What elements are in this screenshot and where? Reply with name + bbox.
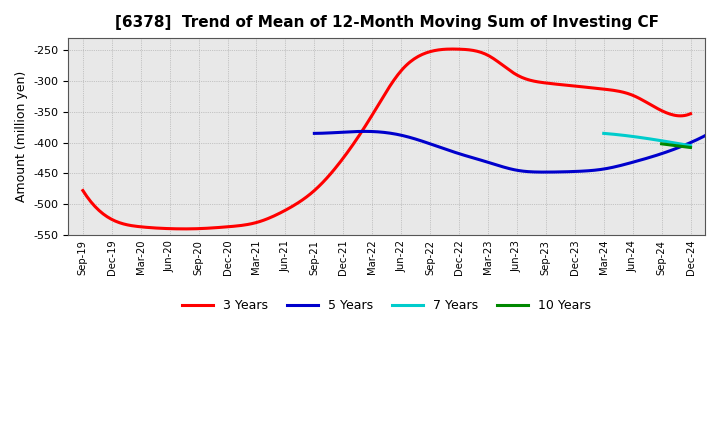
- Legend: 3 Years, 5 Years, 7 Years, 10 Years: 3 Years, 5 Years, 7 Years, 10 Years: [177, 294, 596, 317]
- Title: [6378]  Trend of Mean of 12-Month Moving Sum of Investing CF: [6378] Trend of Mean of 12-Month Moving …: [114, 15, 659, 30]
- Y-axis label: Amount (million yen): Amount (million yen): [15, 71, 28, 202]
